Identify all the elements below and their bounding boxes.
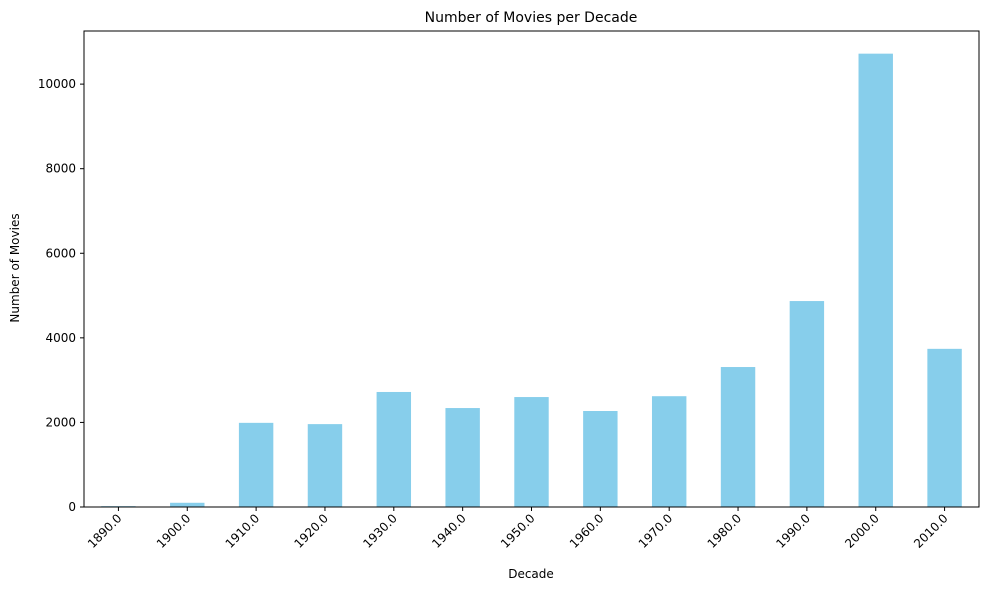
bar-1960.0	[583, 411, 618, 507]
x-tick-label: 1940.0	[429, 511, 469, 551]
bar-1970.0	[651, 396, 687, 507]
y-tick-label: 2000	[45, 415, 76, 429]
bar-1900.0	[170, 502, 205, 507]
bar-1930.0	[376, 391, 412, 507]
x-tick-label: 1990.0	[773, 511, 813, 551]
x-tick-label: 1930.0	[360, 511, 400, 551]
x-tick-label: 2000.0	[842, 511, 882, 551]
x-tick-label: 1980.0	[705, 511, 745, 551]
bar-2000.0	[858, 53, 893, 508]
bar-1910.0	[238, 422, 274, 507]
bar-1950.0	[514, 397, 549, 507]
x-tick-label: 1920.0	[291, 511, 331, 551]
bar-1940.0	[445, 408, 480, 507]
x-axis-label: Decade	[508, 567, 554, 581]
y-axis-label: Number of Movies	[8, 213, 22, 322]
x-tick-label: 1890.0	[85, 511, 125, 551]
x-tick-label: 1950.0	[498, 511, 538, 551]
x-tick-label: 2010.0	[911, 511, 951, 551]
x-tick-label: 1970.0	[636, 511, 676, 551]
y-tick-label: 4000	[45, 331, 76, 345]
y-tick-label: 0	[68, 500, 76, 514]
x-tick-label: 1910.0	[223, 511, 263, 551]
x-tick-label: 1960.0	[567, 511, 607, 551]
chart-title: Number of Movies per Decade	[425, 10, 638, 26]
bar-1990.0	[789, 301, 825, 507]
y-tick-label: 6000	[45, 246, 76, 260]
bar-2010.0	[927, 348, 962, 507]
bar-1980.0	[720, 367, 756, 507]
x-tick-label: 1900.0	[154, 511, 194, 551]
y-tick-label: 10000	[38, 77, 76, 91]
bar-1920.0	[307, 424, 343, 507]
y-tick-label: 8000	[45, 162, 76, 176]
plot-area: 0 2000 4000 6000 8000 10000 1890.0 1900.0 1910.0…	[38, 30, 980, 551]
